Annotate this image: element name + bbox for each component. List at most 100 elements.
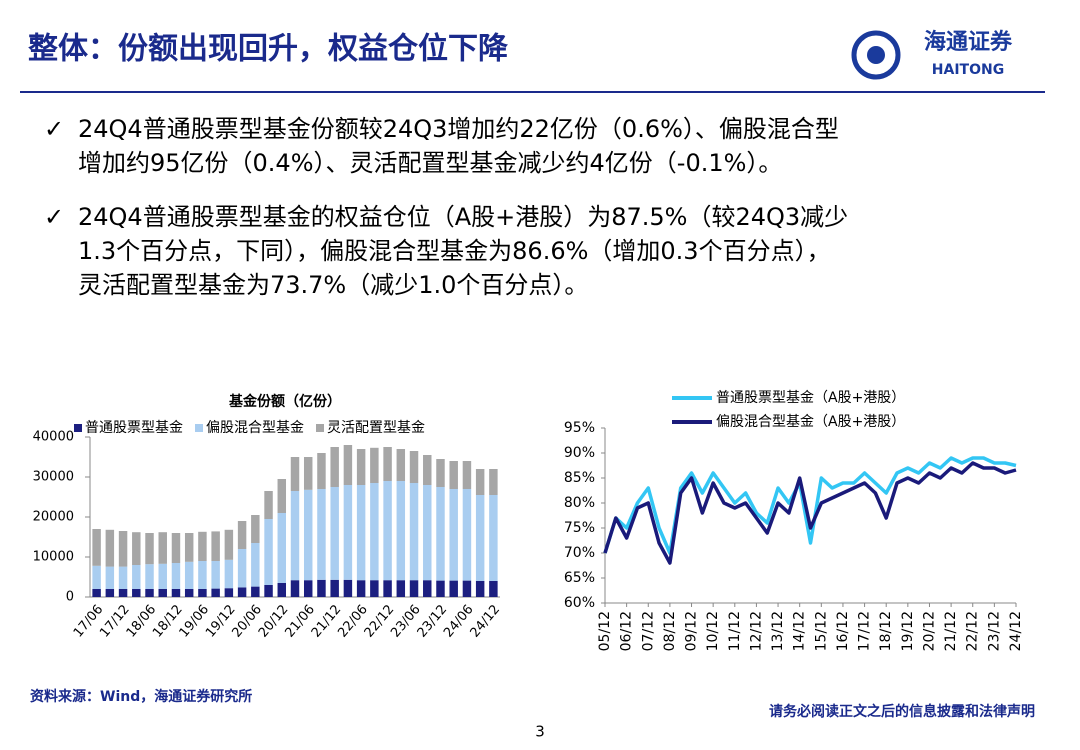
- bar-segment: [184, 533, 194, 562]
- legend-label: 灵活配置型基金: [327, 419, 425, 436]
- bar-segment: [92, 529, 101, 566]
- bar-segment: [462, 489, 472, 581]
- bar-segment: [277, 479, 287, 513]
- bar-segment: [317, 453, 326, 489]
- bullet-text: 1.3个百分点，下同），偏股混合型基金为86.6%（增加0.3个百分点），: [78, 237, 831, 265]
- y-tick-label: 90%: [564, 445, 595, 461]
- x-tick-label: 20/12: [921, 611, 937, 651]
- bar-segment: [198, 589, 207, 597]
- bar-segment: [251, 543, 260, 587]
- bullet-check: ✓: [44, 115, 64, 143]
- x-tick-label: 13/12: [770, 611, 786, 651]
- x-tick-label: 21/12: [943, 611, 959, 651]
- bar-segment: [224, 529, 234, 560]
- bar-segment: [158, 589, 167, 597]
- bar-segment: [145, 533, 154, 565]
- bar-segment: [184, 561, 194, 589]
- bar-segment: [184, 589, 194, 597]
- bar-segment: [224, 559, 234, 589]
- y-tick-label: 65%: [564, 570, 595, 586]
- y-tick-label: 60%: [564, 595, 595, 611]
- bar-segment: [105, 529, 115, 567]
- bar-segment: [489, 495, 498, 581]
- x-tick-label: 09/12: [684, 611, 700, 651]
- x-tick-label: 24/12: [468, 602, 504, 640]
- bar-segment: [383, 580, 392, 597]
- bar-segment: [303, 580, 313, 597]
- bar-segment: [317, 489, 326, 580]
- bar-segment: [277, 513, 287, 583]
- bar-segment: [237, 549, 247, 588]
- x-tick-label: 24/12: [1008, 611, 1024, 651]
- bar-segment: [264, 491, 273, 519]
- logo-icon-core: [867, 46, 885, 64]
- bar-segment: [356, 485, 366, 581]
- bar-segment: [158, 563, 167, 589]
- source: 资料来源：Wind，海通证券研究所: [30, 688, 252, 705]
- series-line: [603, 456, 1017, 555]
- legend-swatch: [74, 424, 82, 432]
- bar-segment: [277, 583, 287, 597]
- bar-segment: [171, 563, 181, 589]
- bar-segment: [132, 532, 141, 565]
- y-tick-label: 40000: [33, 430, 74, 445]
- bar-segment: [396, 449, 406, 481]
- bar-segment: [171, 533, 181, 563]
- legend-label: 普通股票型基金（A股+港股）: [716, 389, 905, 406]
- bar-segment: [409, 451, 419, 483]
- chart-title: 基金份额（亿份）: [229, 393, 341, 410]
- bar-segment: [370, 483, 379, 581]
- logo-icon: [851, 30, 901, 80]
- x-tick-label: 23/12: [986, 611, 1002, 651]
- y-tick-label: 20000: [33, 510, 74, 525]
- bar-segment: [118, 566, 128, 589]
- bar-segment: [198, 531, 207, 561]
- bar-segment: [343, 485, 353, 580]
- bar-segment: [423, 485, 432, 581]
- bar-segment: [396, 580, 406, 597]
- x-tick-label: 07/12: [640, 611, 656, 651]
- bar-segment: [145, 564, 154, 589]
- bar-segment: [158, 532, 167, 564]
- y-tick-label: 80%: [564, 495, 595, 511]
- bar-segment: [383, 447, 392, 481]
- bar-segment: [330, 487, 339, 580]
- bar-segment: [370, 580, 379, 597]
- logo-en: HAITONG: [932, 62, 1004, 78]
- legend-label: 偏股混合型基金（A股+港股）: [716, 413, 905, 430]
- bar-segment: [211, 561, 220, 589]
- bullet-text: 增加约95亿份（0.4%）、灵活配置型基金减少约4亿份（-0.1%）。: [78, 149, 782, 177]
- x-tick-label: 19/12: [900, 611, 916, 651]
- legend-swatch: [195, 424, 203, 432]
- bar-segment: [330, 447, 339, 487]
- bar-segment: [251, 515, 260, 543]
- bar-segment: [330, 579, 339, 597]
- x-tick-label: 10/12: [705, 611, 721, 651]
- y-tick-label: 70%: [564, 545, 595, 561]
- bar-segment: [145, 589, 154, 597]
- bar-segment: [92, 589, 101, 597]
- bullet-text: 24Q4普通股票型基金的权益仓位（A股+港股）为87.5%（较24Q3减少: [78, 203, 848, 231]
- y-tick-label: 95%: [564, 420, 595, 436]
- bar-segment: [303, 457, 313, 490]
- bar-segment: [409, 580, 419, 597]
- bar-segment: [132, 589, 141, 597]
- bar-segment: [356, 449, 366, 485]
- bar-segment: [198, 561, 207, 589]
- bar-segment: [383, 481, 392, 581]
- x-tick-label: 15/12: [813, 611, 829, 651]
- bar-segment: [171, 589, 181, 597]
- bar-segment: [489, 469, 498, 495]
- bar-segment: [356, 580, 366, 597]
- bar-segment: [118, 589, 128, 597]
- x-tick-label: 08/12: [662, 611, 678, 651]
- bar-segment: [105, 589, 115, 597]
- logo-cn: 海通证券: [924, 29, 1013, 54]
- bar-segment: [132, 565, 141, 589]
- bar-segment: [92, 565, 101, 589]
- x-tick-label: 12/12: [748, 611, 764, 651]
- bar-segment: [423, 455, 432, 485]
- slide-title: 整体：份额出现回升，权益仓位下降: [28, 32, 509, 67]
- series-line: [603, 461, 1017, 565]
